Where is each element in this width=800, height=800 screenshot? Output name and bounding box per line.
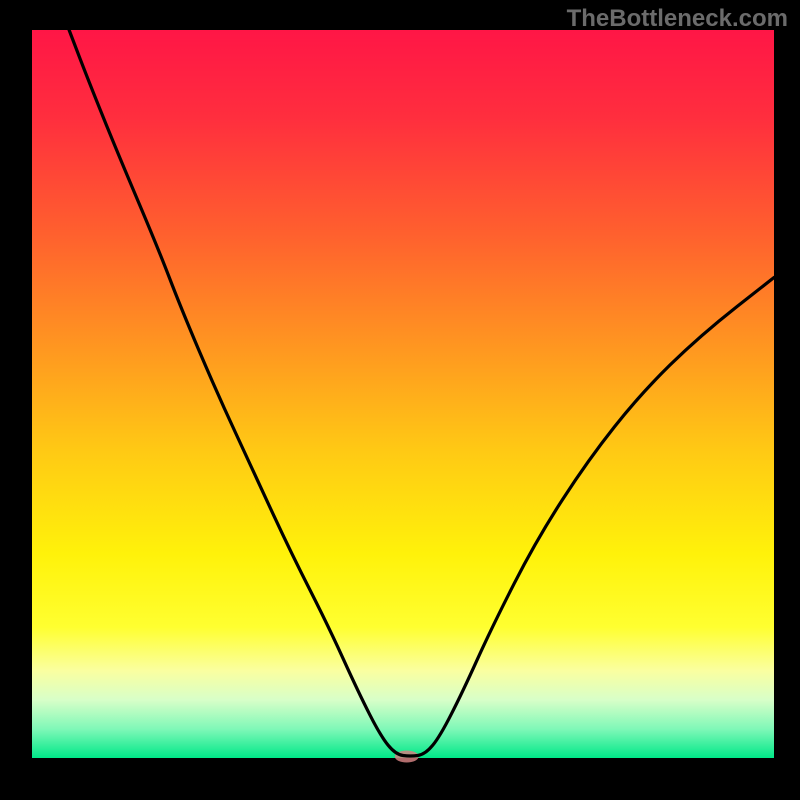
plot-background	[32, 30, 774, 758]
bottleneck-curve-chart	[0, 0, 800, 800]
chart-container: { "source": { "watermark_text": "TheBott…	[0, 0, 800, 800]
watermark-text: TheBottleneck.com	[567, 5, 788, 33]
